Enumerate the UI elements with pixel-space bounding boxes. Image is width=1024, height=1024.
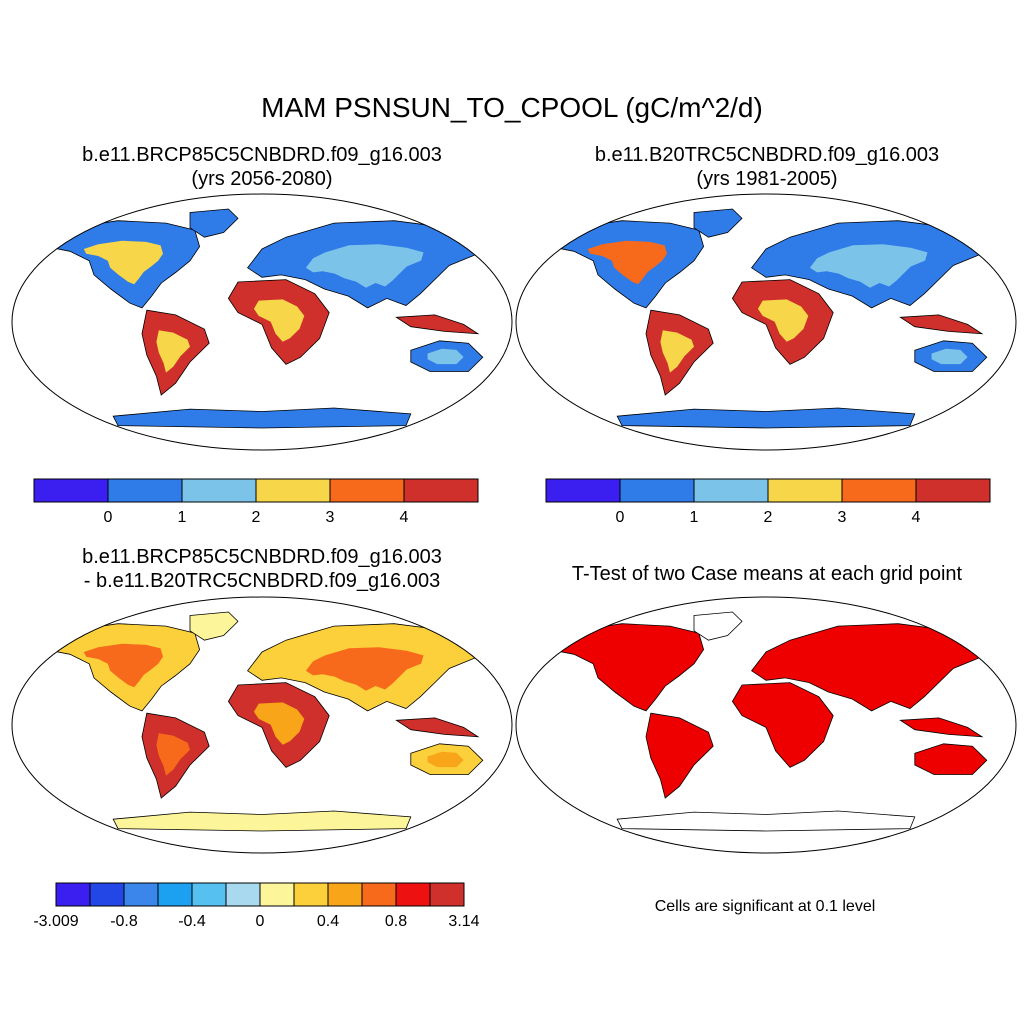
colorbar-p1-swatch bbox=[181, 478, 257, 503]
p3-australia-core bbox=[427, 751, 464, 768]
p2-australia-core bbox=[931, 348, 968, 365]
colorbar-p3-swatch bbox=[89, 882, 125, 907]
p3-map-border bbox=[11, 596, 513, 854]
colorbar-p3-tick-label: 0.4 bbox=[317, 913, 339, 930]
p1-africa-core bbox=[253, 299, 305, 342]
p4-africa bbox=[731, 682, 834, 768]
colorbar-p1-tick-label: 2 bbox=[252, 509, 261, 526]
colorbar-p1-tick-label: 3 bbox=[326, 509, 335, 526]
p3-southAmerica-core bbox=[156, 733, 190, 776]
colorbar-p3-tick-label: 3.14 bbox=[448, 913, 479, 930]
p1-australia-core bbox=[427, 348, 464, 365]
panel-3-title: b.e11.BRCP85C5CNBDRD.f09_g16.003 - b.e11… bbox=[12, 545, 512, 593]
colorbar-p3-swatch bbox=[429, 882, 465, 907]
p3-eurasia-core bbox=[305, 647, 424, 691]
p4-greenland bbox=[693, 611, 743, 641]
p4-southAmerica bbox=[645, 712, 714, 799]
colorbar-p3-swatch bbox=[327, 882, 363, 907]
colorbar-p1-tick-label: 4 bbox=[400, 509, 409, 526]
colorbar-p2-swatch bbox=[545, 478, 621, 503]
p3-africa-core bbox=[253, 702, 305, 745]
p3-antarctica bbox=[112, 810, 412, 832]
colorbar-p1-swatch bbox=[329, 478, 405, 503]
colorbar-p2: 0 1 2 3 4 bbox=[545, 478, 991, 526]
colorbar-p1-tick-label: 0 bbox=[104, 509, 113, 526]
p2-map-border bbox=[515, 193, 1017, 451]
p3-greenland bbox=[189, 611, 239, 641]
p1-southAmerica-core bbox=[156, 330, 190, 373]
p2-indonesia bbox=[899, 314, 984, 335]
p2-africa-core bbox=[757, 299, 809, 342]
p4-eurasia bbox=[751, 623, 988, 712]
colorbar-p1: 0 1 2 3 4 bbox=[33, 478, 479, 526]
colorbar-p3-swatch bbox=[293, 882, 329, 907]
colorbar-p3-tick-label: -0.8 bbox=[110, 913, 138, 930]
colorbar-p2-swatch bbox=[619, 478, 695, 503]
colorbar-p1-swatch bbox=[107, 478, 183, 503]
colorbar-p3-tick-label: -0.4 bbox=[178, 913, 206, 930]
p2-greenland bbox=[693, 208, 743, 238]
colorbar-p1-swatch bbox=[255, 478, 331, 503]
colorbar-p2-tick-label: 3 bbox=[838, 509, 847, 526]
colorbar-p3-swatch bbox=[395, 882, 431, 907]
p1-antarctica bbox=[112, 407, 412, 429]
colorbar-p1-swatch bbox=[33, 478, 109, 503]
colorbar-p3-swatch bbox=[225, 882, 261, 907]
colorbar-p3-swatch bbox=[191, 882, 227, 907]
p3-map bbox=[11, 596, 513, 854]
p1-northAmerica-core bbox=[83, 240, 163, 285]
colorbar-p2-swatch bbox=[693, 478, 769, 503]
p4-map bbox=[515, 596, 1017, 854]
panel-1-title: b.e11.BRCP85C5CNBDRD.f09_g16.003 (yrs 20… bbox=[12, 143, 512, 191]
p1-indonesia bbox=[395, 314, 480, 335]
colorbar-p3-tick-label: 0 bbox=[256, 913, 265, 930]
colorbar-p3-swatch bbox=[55, 882, 91, 907]
significance-note: Cells are significant at 0.1 level bbox=[654, 898, 876, 915]
colorbar-p3-swatch bbox=[157, 882, 193, 907]
panel-3-title-line2: - b.e11.B20TRC5CNBDRD.f09_g16.003 bbox=[83, 570, 441, 592]
panel-4-title: T-Test of two Case means at each grid po… bbox=[571, 563, 963, 585]
colorbar-p1-swatch bbox=[403, 478, 479, 503]
colorbar-p2-tick-label: 4 bbox=[912, 509, 921, 526]
p4-map-border bbox=[515, 596, 1017, 854]
panel-1-title-line2: (yrs 2056-2080) bbox=[191, 168, 333, 190]
colorbar-p2-swatch bbox=[915, 478, 991, 503]
colorbar-p2-tick-label: 0 bbox=[616, 509, 625, 526]
colorbar-p2-swatch bbox=[767, 478, 843, 503]
p4-australia bbox=[914, 743, 988, 775]
colorbar-p2-tick-label: 2 bbox=[764, 509, 773, 526]
p2-eurasia-core bbox=[809, 244, 928, 288]
panel-1-title-line1: b.e11.BRCP85C5CNBDRD.f09_g16.003 bbox=[82, 144, 442, 166]
p3-indonesia bbox=[395, 717, 480, 738]
p2-map bbox=[515, 193, 1017, 451]
p4-antarctica bbox=[616, 810, 916, 832]
colorbar-p1-tick-label: 1 bbox=[178, 509, 187, 526]
p1-greenland bbox=[189, 208, 239, 238]
colorbar-p3-swatch bbox=[123, 882, 159, 907]
p1-eurasia-core bbox=[305, 244, 424, 288]
colorbar-p3-swatch bbox=[259, 882, 295, 907]
p4-northAmerica bbox=[544, 623, 705, 712]
colorbar-p3-swatch bbox=[361, 882, 397, 907]
p2-antarctica bbox=[616, 407, 916, 429]
panel-2-title-line2: (yrs 1981-2005) bbox=[696, 168, 838, 190]
p2-southAmerica-core bbox=[660, 330, 694, 373]
p1-map-border bbox=[11, 193, 513, 451]
p3-northAmerica-core bbox=[83, 643, 163, 688]
panel-2-title-line1: b.e11.B20TRC5CNBDRD.f09_g16.003 bbox=[594, 144, 940, 166]
colorbar-p3: -3.009 -0.8 -0.4 0 0.4 0.8 3.14 bbox=[33, 882, 480, 930]
p2-northAmerica-core bbox=[587, 240, 667, 285]
colorbar-p2-tick-label: 1 bbox=[690, 509, 699, 526]
colorbar-p3-tick-label: -3.009 bbox=[33, 913, 78, 930]
main-title: MAM PSNSUN_TO_CPOOL (gC/m^2/d) bbox=[261, 92, 763, 123]
p4-indonesia bbox=[899, 717, 984, 738]
p1-map bbox=[11, 193, 513, 451]
colorbar-p2-swatch bbox=[841, 478, 917, 503]
colorbar-p3-tick-label: 0.8 bbox=[385, 913, 407, 930]
panel-3-title-line1: b.e11.BRCP85C5CNBDRD.f09_g16.003 bbox=[82, 546, 442, 568]
panel-2-title: b.e11.B20TRC5CNBDRD.f09_g16.003 (yrs 198… bbox=[517, 143, 1017, 191]
